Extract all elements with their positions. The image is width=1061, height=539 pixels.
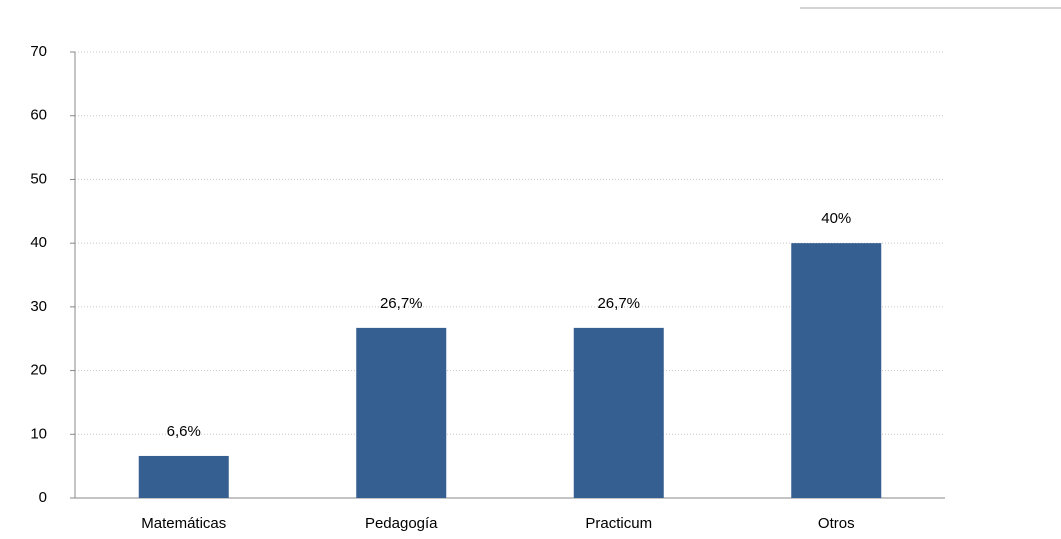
y-tick-label: 30: [30, 298, 47, 315]
y-tick-label: 40: [30, 234, 47, 251]
y-tick-label: 20: [30, 362, 47, 379]
y-tick-label: 50: [30, 170, 47, 187]
data-label: 26,7%: [380, 295, 423, 312]
bar: [356, 327, 447, 498]
y-tick-label: 10: [30, 425, 47, 442]
x-tick-label: Matemáticas: [141, 515, 226, 532]
y-tick-label: 0: [39, 489, 47, 506]
bar: [791, 243, 882, 498]
x-tick-label: Otros: [818, 515, 855, 532]
x-tick-label: Pedagogía: [365, 515, 438, 532]
data-label: 40%: [821, 210, 851, 227]
y-tick-label: 60: [30, 107, 47, 124]
x-tick-label: Practicum: [585, 515, 652, 532]
data-label: 6,6%: [167, 423, 201, 440]
bar: [573, 327, 664, 498]
data-label: 26,7%: [597, 295, 640, 312]
y-tick-label: 70: [30, 43, 47, 60]
bar: [138, 455, 229, 498]
